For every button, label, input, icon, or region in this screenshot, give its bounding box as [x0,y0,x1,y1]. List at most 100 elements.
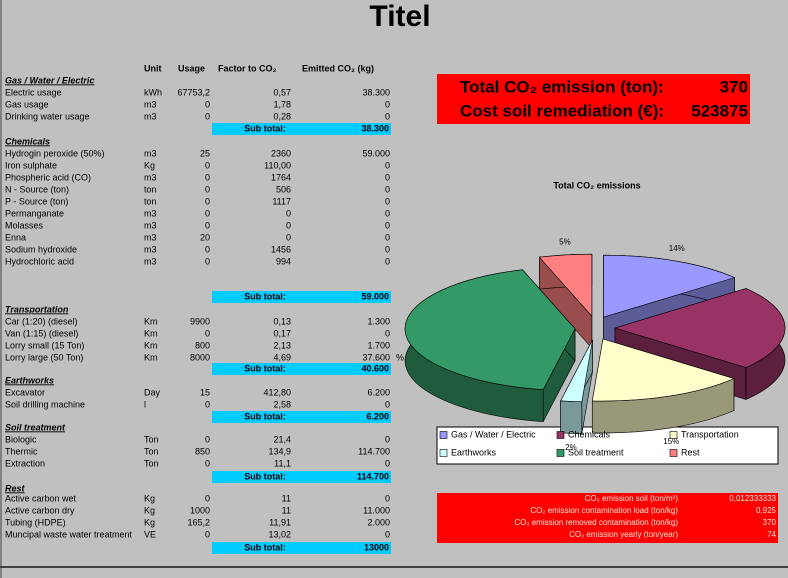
subtotal-value: 40.600 [361,363,389,373]
cell: 114.700 [358,446,390,456]
cell: 0 [205,244,210,254]
legend-swatch [439,449,448,457]
data-label: 14% [669,244,685,253]
cell: kWh [144,87,162,97]
cell: m3 [144,208,157,218]
subtotal-bar [212,363,391,375]
cell: Electric usage [5,87,62,97]
slice-top [538,253,593,317]
cell: N - Source (ton) [5,184,69,194]
section-title: Chemicals [5,136,50,146]
cell: 6.200 [367,387,390,397]
cell: 110,00 [264,160,291,170]
cell: Ton [144,434,159,444]
subtotal-bar [212,542,391,554]
cell: Biologic [5,434,37,444]
section-title: Gas / Water / Electric [5,75,94,85]
cell: 0 [385,99,390,109]
cell: 0 [286,208,291,218]
cell: 1456 [271,244,291,254]
cell: 0 [385,220,390,230]
cell: Thermic [5,446,38,456]
cell: 0 [205,399,210,409]
subtotal-label: Sub total: [244,542,286,552]
column-header: Factor to CO₂ [218,63,277,73]
indicator-label: CO₂ emission soil (ton/m³) [585,494,679,503]
cell: 1764 [271,172,291,182]
cell: Km [144,340,158,350]
subtotal-value: 13000 [364,542,389,552]
cell: 11 [282,505,291,515]
data-label: 2% [565,443,577,452]
legend-swatch [439,431,448,439]
pie-slice [591,338,735,434]
cell-note: % [396,352,404,362]
pie-slice [404,269,576,422]
cell: 13,02 [268,529,291,539]
cell: Soil drilling machine [5,399,85,409]
cell: 0,13 [273,316,291,326]
cell: 0 [385,184,390,194]
cell: 15 [200,387,210,397]
cell: Hydrochloric acid [5,256,74,266]
indicator-value: 74 [767,530,776,539]
data-label: 5% [559,238,571,247]
cell: 0 [205,111,210,121]
cell: 59.000 [362,148,390,158]
cell: Hydrogin peroxide (50%) [5,148,105,158]
cell: 850 [195,446,210,456]
cell: 67753,2 [177,87,210,97]
cell: 0,28 [273,111,291,121]
page-title: Titel [369,0,430,33]
column-header: Usage [178,63,205,73]
cell: 25 [200,148,210,158]
cell: m3 [144,148,157,158]
summary-value: 370 [720,77,748,96]
indicator-value: 370 [763,518,777,527]
cell: m3 [144,232,157,242]
indicator-label: CO₂ emission contamination load (ton/kg) [530,506,678,515]
cell: 0 [385,434,390,444]
cell: ton [144,184,157,194]
cell: 21,4 [273,434,291,444]
cell: Extraction [5,458,45,468]
cell: 37.600 [362,352,390,362]
legend-label: Soil treatment [568,447,624,457]
cell: 0 [385,111,390,121]
cell: Muncipal waste water treatment [5,529,133,539]
subtotal-bar [212,123,391,135]
cell: 0 [385,399,390,409]
legend-swatch [556,449,565,457]
cell: 0 [205,256,210,266]
cell: 0 [205,196,210,206]
cell: 0 [205,172,210,182]
cell: 0 [385,529,390,539]
subtotal-label: Sub total: [244,471,286,481]
cell: 1000 [190,505,210,515]
cell: 0 [385,244,390,254]
subtotal-label: Sub total: [244,363,286,373]
slice-top [404,269,576,390]
cell: Ton [144,458,159,468]
summary-box [437,74,750,124]
column-header: Emitted CO₂ (kg) [302,63,374,73]
indicator-label: CO₂ emission yearly (ton/year) [569,530,678,539]
cell: Lorry large (50 Ton) [5,352,83,362]
legend-swatch [669,431,678,439]
summary-label: Cost soil remediation (€): [460,101,664,120]
cell: Kg [144,160,155,170]
column-header: Unit [144,63,162,73]
legend-label: Gas / Water / Electric [451,429,536,439]
cell: m3 [144,111,157,121]
cell: Excavator [5,387,45,397]
indicator-value: 0,925 [756,506,777,515]
slice-top [613,288,786,368]
cell: Lorry small (15 Ton) [5,340,84,350]
cell: 0 [385,493,390,503]
cell: 0 [286,220,291,230]
cell: VE [144,529,156,539]
slice-top [560,339,593,403]
cell: 2,13 [273,340,291,350]
